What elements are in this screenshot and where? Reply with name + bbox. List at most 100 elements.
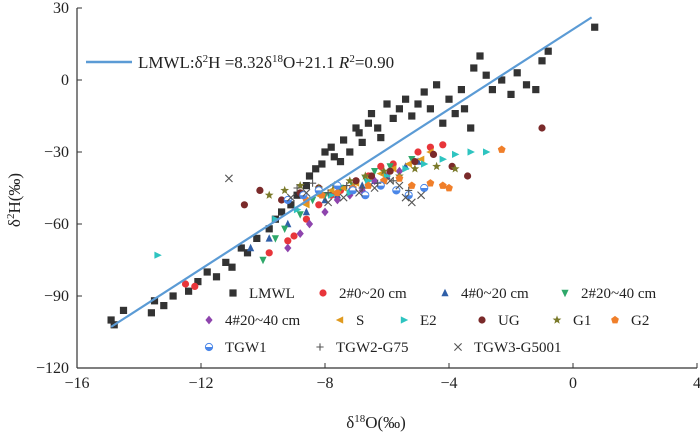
legend-label: G2: [631, 313, 649, 329]
point-tgw1: [361, 191, 370, 200]
point-2-0-20-cm: [414, 148, 422, 156]
legend-label: TGW3-G5001: [474, 340, 561, 356]
point-lmwl: [389, 114, 397, 122]
y-tick-label: 0: [61, 72, 69, 89]
point-lmwl: [302, 182, 310, 190]
point-lmwl: [305, 172, 314, 180]
axes: −16 −12 −8 −4 0 4 −120 −90 −60 −30 0 30: [36, 0, 700, 392]
point-ug: [278, 196, 286, 204]
legend-label: E2: [420, 313, 437, 329]
point-lmwl: [364, 119, 372, 127]
point-tgw3-g5001: [302, 188, 311, 197]
legend-item-4-20-40-cm: 4#20~40 cm: [205, 313, 301, 329]
point-tgw3-g5001: [224, 174, 233, 183]
legend-label: LMWL: [249, 286, 295, 302]
point-4-20-40-cm: [305, 219, 314, 229]
x-tick-label: 4: [693, 375, 700, 392]
legend-item-tgw2-g75: TGW2-G75: [316, 340, 408, 356]
legend-label: S: [356, 313, 364, 329]
point-4-20-40-cm: [395, 166, 403, 176]
point-2-0-20-cm: [265, 249, 273, 257]
point-lmwl: [420, 88, 428, 96]
legend-item-tgw3-g5001: TGW3-G5001: [454, 340, 561, 356]
point-g1: [450, 164, 460, 173]
point-lmwl: [278, 208, 286, 216]
point-lmwl: [377, 134, 385, 142]
point-lmwl: [532, 86, 540, 94]
legend-item-s: S: [335, 313, 364, 329]
point-tgw2-g75: [343, 182, 351, 190]
point-lmwl: [312, 165, 320, 173]
point-2-0-20-cm: [377, 162, 385, 170]
point-2-20-40-cm: [259, 256, 267, 265]
point-g1: [432, 161, 441, 171]
point-e2: [154, 251, 162, 259]
point-2-0-20-cm: [181, 280, 190, 288]
legend-marker-tgw1-fill: [205, 347, 213, 351]
point-lmwl: [460, 105, 469, 113]
point-tgw3-g5001: [370, 184, 379, 192]
point-tgw3-g5001: [395, 181, 404, 190]
point-lmwl: [228, 263, 236, 271]
point-g1: [360, 171, 370, 180]
point-4-0-20-cm: [284, 219, 292, 228]
x-tick-label: −4: [440, 375, 457, 392]
point-tgw1-fill: [333, 185, 341, 190]
point-2-20-40-cm: [296, 211, 304, 219]
point-g2: [445, 183, 453, 192]
point-g1: [295, 181, 305, 190]
y-tick-label: −30: [44, 144, 69, 161]
legend-item-4-0-20-cm: 4#0~20 cm: [441, 286, 529, 302]
point-lmwl: [507, 90, 515, 98]
point-4-20-40-cm: [321, 207, 329, 217]
legend-label: 2#20~40 cm: [581, 286, 657, 302]
y-tick-label: −120: [36, 360, 69, 377]
point-lmwl: [498, 76, 506, 84]
legend-marker-e2: [400, 316, 409, 324]
legend-marker-tgw3-g5001: [454, 343, 462, 351]
point-tgw1: [348, 186, 357, 195]
point-tgw1-fill: [284, 200, 292, 204]
x-tick-label: −12: [188, 375, 213, 392]
point-tgw3-g5001: [417, 191, 426, 200]
point-tgw3-g5001: [286, 193, 295, 202]
point-lmwl: [445, 95, 453, 103]
point-lmwl: [185, 287, 193, 295]
point-2-0-20-cm: [302, 215, 310, 223]
legend-item-2-0-20-cm: 2#0~20 cm: [319, 286, 407, 302]
point-g2: [426, 179, 435, 187]
point-lmwl: [340, 136, 348, 144]
point-lmwl: [383, 100, 391, 108]
point-g2: [438, 181, 447, 189]
point-lmwl: [522, 81, 531, 89]
point-g1: [410, 164, 420, 173]
point-lmwl: [318, 160, 326, 168]
point-lmwl: [287, 201, 295, 209]
point-g1: [379, 166, 389, 175]
point-lmwl: [160, 302, 168, 310]
series-lmwl: [107, 23, 599, 329]
legend-label: TGW2-G75: [336, 340, 408, 356]
legend: LMWL:δ2H =8.32δ18O+21.1 R2=0.90 LMWL 2#0~2…: [86, 53, 657, 356]
point-2-20-40-cm: [371, 168, 379, 176]
point-ug: [411, 158, 419, 166]
point-lmwl: [476, 52, 484, 60]
point-lmwl: [482, 71, 490, 79]
point-lmwl: [169, 292, 177, 300]
legend-marker-2-0-20-cm: [319, 289, 327, 297]
point-lmwl: [591, 23, 599, 31]
point-ug: [429, 150, 438, 158]
point-e2: [452, 150, 460, 158]
point-g2: [364, 181, 373, 189]
legend-item-g1: G1: [552, 313, 591, 329]
legend-item-tgw1: TGW1: [204, 340, 267, 356]
point-g2: [407, 181, 416, 189]
point-lmwl: [467, 124, 475, 132]
point-lmwl: [402, 95, 410, 103]
point-lmwl: [327, 143, 335, 151]
point-lmwl: [408, 112, 416, 120]
point-2-20-40-cm: [386, 163, 394, 171]
legend-item-g2: G2: [611, 313, 649, 329]
point-g2: [395, 174, 404, 182]
point-lmwl: [147, 309, 155, 317]
